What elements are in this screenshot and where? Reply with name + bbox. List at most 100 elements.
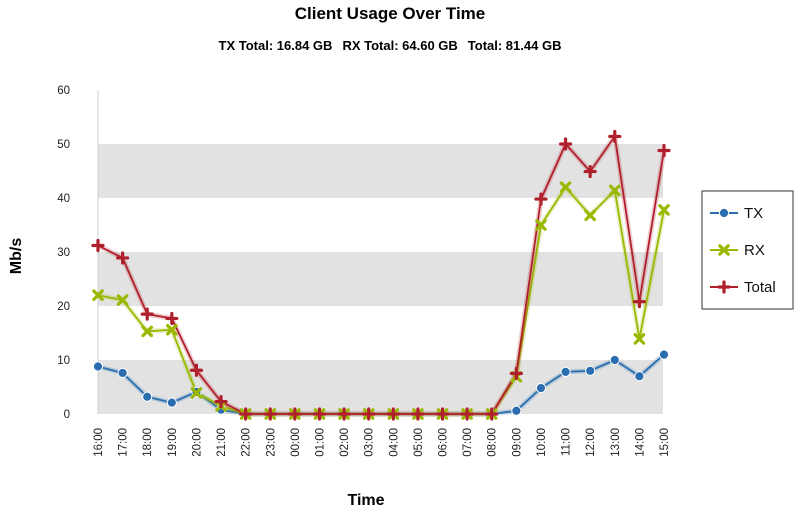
total-data-point bbox=[411, 407, 425, 421]
total-data-point bbox=[362, 407, 376, 421]
x-tick-label: 18:00 bbox=[142, 428, 154, 457]
x-tick-label: 01:00 bbox=[314, 428, 326, 457]
x-tick-label: 03:00 bbox=[364, 428, 376, 457]
total-data-point bbox=[189, 363, 204, 377]
total-data-point bbox=[91, 238, 105, 253]
y-axis-ticks: 0 10 20 30 40 50 60 bbox=[57, 85, 70, 421]
x-tick-label: 10:00 bbox=[536, 428, 548, 457]
x-tick-label: 16:00 bbox=[93, 428, 105, 457]
x-tick-label: 05:00 bbox=[413, 428, 425, 457]
total-series-line bbox=[97, 135, 665, 415]
total-data-point bbox=[140, 307, 154, 321]
rx-data-point bbox=[633, 333, 646, 345]
rx-data-point bbox=[190, 387, 203, 399]
legend-item-rx: RX bbox=[710, 242, 765, 259]
legend-label: Total bbox=[744, 279, 776, 296]
chart-legend: TX RX Total bbox=[701, 190, 794, 310]
x-tick-label: 06:00 bbox=[438, 428, 450, 457]
x-tick-label: 04:00 bbox=[388, 428, 400, 457]
x-tick-label: 15:00 bbox=[659, 428, 671, 457]
x-tick-label: 09:00 bbox=[511, 428, 523, 457]
total-data-point bbox=[239, 407, 253, 421]
grand-total-label: Total: 81.44 GB bbox=[467, 38, 562, 53]
total-data-point bbox=[386, 407, 400, 421]
x-axis-ticks: 16:00 17:00 18:00 19:00 20:00 21:00 22:00 23:00… bbox=[93, 428, 671, 457]
total-data-point bbox=[558, 137, 573, 151]
legend-swatch-marker bbox=[717, 280, 731, 294]
total-data-point bbox=[435, 407, 450, 421]
tx-total-label: TX Total: 16.84 GB bbox=[218, 38, 333, 53]
total-data-point bbox=[263, 407, 277, 421]
tx-data-point bbox=[634, 371, 645, 382]
rx-data-point bbox=[584, 209, 596, 222]
y-tick-label: 50 bbox=[57, 139, 70, 151]
chart-title: Client Usage Over Time bbox=[294, 4, 486, 23]
rx-data-point bbox=[608, 184, 621, 197]
total-data-point bbox=[632, 295, 646, 309]
tx-data-point bbox=[92, 361, 104, 372]
grid-band bbox=[98, 360, 663, 414]
total-data-point bbox=[337, 407, 351, 421]
grid-bands bbox=[97, 90, 663, 414]
x-tick-label: 21:00 bbox=[216, 428, 228, 457]
y-axis-label: Mb/s bbox=[8, 238, 25, 275]
x-tick-label: 22:00 bbox=[241, 428, 253, 457]
tx-data-point bbox=[560, 366, 571, 377]
grid-band bbox=[98, 144, 663, 198]
x-tick-label: 17:00 bbox=[118, 428, 130, 457]
rx-data-point bbox=[92, 289, 104, 301]
rx-data-point bbox=[535, 219, 547, 231]
chart-subtitle: TX Total: 16.84 GB RX Total: 64.60 GB Tota… bbox=[0, 38, 780, 53]
tx-data-point bbox=[585, 365, 596, 376]
legend-item-total: Total bbox=[710, 279, 776, 296]
y-tick-label: 40 bbox=[57, 193, 70, 205]
total-data-point bbox=[460, 407, 474, 421]
legend-label: TX bbox=[744, 205, 763, 222]
total-data-point bbox=[608, 129, 622, 144]
tx-data-point bbox=[658, 349, 670, 360]
x-tick-label: 11:00 bbox=[561, 428, 573, 456]
tx-data-point bbox=[117, 367, 128, 379]
tx-data-point bbox=[511, 405, 522, 416]
rx-data-point bbox=[658, 204, 670, 216]
x-tick-label: 19:00 bbox=[167, 428, 179, 457]
x-tick-label: 13:00 bbox=[610, 428, 622, 457]
y-tick-label: 30 bbox=[57, 247, 70, 259]
y-tick-label: 60 bbox=[57, 85, 70, 97]
tx-data-point bbox=[166, 397, 177, 408]
grid-band bbox=[98, 252, 663, 306]
total-data-point bbox=[583, 164, 597, 179]
legend-swatch-marker bbox=[718, 244, 730, 256]
y-tick-label: 0 bbox=[64, 409, 70, 421]
legend-item-tx: TX bbox=[710, 205, 763, 222]
x-axis-label: Time bbox=[347, 492, 384, 509]
x-tick-label: 14:00 bbox=[634, 428, 646, 457]
total-data-point bbox=[116, 251, 130, 265]
total-data-point bbox=[165, 311, 179, 326]
x-tick-label: 12:00 bbox=[585, 428, 597, 457]
rx-total-label: RX Total: 64.60 GB bbox=[342, 38, 458, 53]
tx-data-point bbox=[142, 391, 153, 402]
tx-data-point bbox=[609, 354, 620, 366]
x-tick-label: 07:00 bbox=[462, 428, 474, 457]
rx-data-point bbox=[559, 181, 572, 193]
series-markers bbox=[91, 129, 671, 421]
x-tick-label: 20:00 bbox=[191, 428, 203, 457]
rx-data-point bbox=[166, 323, 178, 336]
total-data-point bbox=[214, 394, 228, 409]
x-tick-label: 00:00 bbox=[290, 428, 302, 457]
x-tick-label: 08:00 bbox=[487, 428, 499, 457]
tx-data-point bbox=[535, 382, 547, 394]
total-data-point bbox=[288, 407, 302, 421]
legend-swatch-marker bbox=[718, 207, 730, 219]
x-tick-label: 23:00 bbox=[265, 428, 277, 457]
total-data-point bbox=[509, 366, 523, 381]
total-data-point bbox=[657, 143, 671, 158]
y-tick-label: 20 bbox=[57, 301, 70, 313]
rx-data-point bbox=[141, 325, 154, 338]
total-data-point bbox=[312, 407, 327, 421]
y-tick-label: 10 bbox=[57, 355, 70, 367]
total-data-point bbox=[534, 192, 548, 206]
rx-data-point bbox=[116, 294, 129, 306]
